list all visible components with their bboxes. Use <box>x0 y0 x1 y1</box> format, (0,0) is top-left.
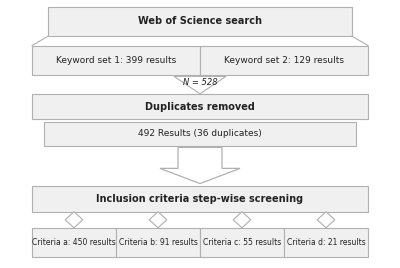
Text: Criteria b: 91 results: Criteria b: 91 results <box>118 238 198 247</box>
Text: Duplicates removed: Duplicates removed <box>145 102 255 111</box>
Text: Inclusion criteria step-wise screening: Inclusion criteria step-wise screening <box>96 194 304 204</box>
Text: Criteria a: 450 results: Criteria a: 450 results <box>32 238 116 247</box>
Bar <box>116 228 200 257</box>
Polygon shape <box>160 147 240 184</box>
Polygon shape <box>149 212 167 228</box>
Text: N = 528: N = 528 <box>183 78 217 87</box>
Bar <box>32 94 368 119</box>
Bar <box>48 7 352 36</box>
Polygon shape <box>65 212 83 228</box>
Polygon shape <box>317 212 335 228</box>
Bar <box>284 228 368 257</box>
Text: 492 Results (36 duplicates): 492 Results (36 duplicates) <box>138 129 262 139</box>
Polygon shape <box>233 212 251 228</box>
Bar <box>32 228 116 257</box>
Text: Criteria d: 21 results: Criteria d: 21 results <box>287 238 365 247</box>
Text: Keyword set 2: 129 results: Keyword set 2: 129 results <box>224 56 344 65</box>
Polygon shape <box>174 76 226 94</box>
Bar <box>200 46 368 75</box>
Bar <box>32 46 200 75</box>
Bar <box>200 228 284 257</box>
Bar <box>32 186 368 212</box>
Text: Keyword set 1: 399 results: Keyword set 1: 399 results <box>56 56 176 65</box>
Text: Web of Science search: Web of Science search <box>138 16 262 27</box>
Bar <box>44 122 356 146</box>
Text: Criteria c: 55 results: Criteria c: 55 results <box>203 238 281 247</box>
